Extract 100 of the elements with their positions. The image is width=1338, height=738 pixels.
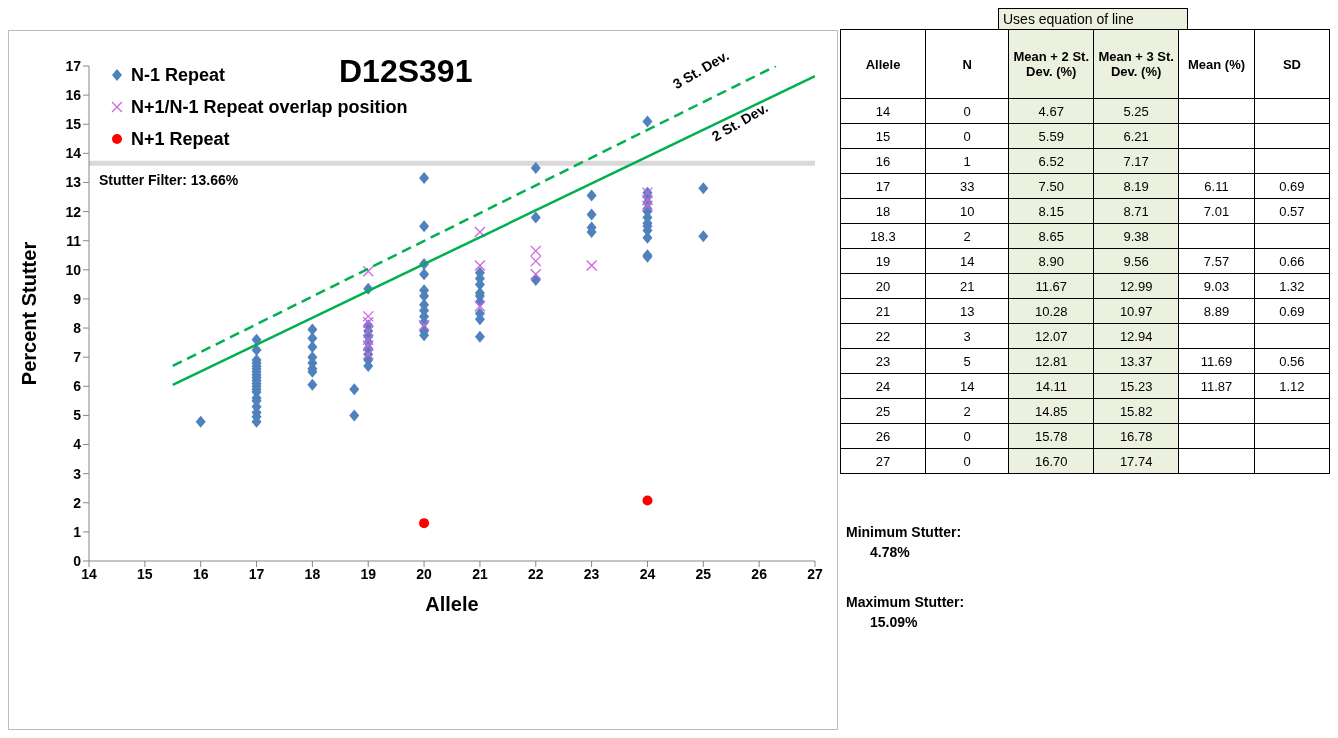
y-tick-label: 13 xyxy=(65,174,82,191)
y-tick-label: 6 xyxy=(73,378,82,395)
y-tick-label: 11 xyxy=(66,232,82,249)
y-tick-label: 1 xyxy=(73,523,82,540)
x-tick-label: 26 xyxy=(751,565,768,582)
text: 15 xyxy=(875,128,891,144)
text: 6.11 xyxy=(1204,178,1229,194)
text: 26 xyxy=(875,428,891,444)
point xyxy=(474,300,486,312)
x-tick-label: 22 xyxy=(527,565,544,582)
point xyxy=(585,259,598,272)
text: 9.56 xyxy=(1123,253,1149,269)
text: 14 xyxy=(875,103,891,119)
text: 18.3 xyxy=(870,228,896,244)
point xyxy=(642,495,653,506)
text: 25 xyxy=(875,403,891,419)
text: 0.69 xyxy=(1279,178,1305,194)
text: 17.74 xyxy=(1119,453,1153,469)
text: 8.15 xyxy=(1038,203,1064,219)
text: 8.71 xyxy=(1123,203,1149,219)
x-axis-title: Allele xyxy=(425,593,479,615)
x-tick-label: 17 xyxy=(248,565,265,582)
text: 14 xyxy=(959,378,975,394)
text: 7.57 xyxy=(1203,253,1230,269)
category-label: Mean (%) xyxy=(1178,29,1255,99)
text: 1.32 xyxy=(1279,278,1305,294)
point xyxy=(474,226,486,238)
point xyxy=(530,255,542,267)
text: 0.56 xyxy=(1279,353,1305,369)
text: 0 xyxy=(963,453,971,469)
text: 3 xyxy=(963,328,971,344)
y-tick-label: 16 xyxy=(65,87,82,104)
text: 4.67 xyxy=(1038,103,1064,119)
text: 6.21 xyxy=(1123,128,1149,144)
text: 2 xyxy=(963,403,971,419)
x-tick-label: 21 xyxy=(472,565,488,582)
text: 16 xyxy=(875,153,891,169)
point xyxy=(474,259,486,272)
text: 7.01 xyxy=(1203,203,1230,219)
text: 4.78% xyxy=(870,544,911,560)
x-tick-label: 23 xyxy=(583,565,600,582)
text: Maximum Stutter: xyxy=(846,594,966,610)
text: 11.69 xyxy=(1200,353,1233,369)
text: 22 xyxy=(875,328,891,344)
y-tick-label: 9 xyxy=(73,290,82,307)
y-tick-label: 0 xyxy=(73,552,82,569)
point xyxy=(530,268,542,280)
text: 13.37 xyxy=(1119,353,1153,369)
text: 2 xyxy=(963,228,971,244)
text: 7.50 xyxy=(1038,178,1064,194)
x-tick-label: 15 xyxy=(137,565,153,582)
text: 3 St. Dev. xyxy=(669,47,732,93)
y-tick-label: 15 xyxy=(65,116,82,133)
y-tick-label: 12 xyxy=(65,203,82,220)
category-label: SD xyxy=(1254,29,1330,99)
text: 0 xyxy=(963,128,971,144)
x-tick-label: 27 xyxy=(807,565,823,582)
chart-title: D12S391 xyxy=(339,53,473,90)
text: 33 xyxy=(959,178,975,194)
text: 11.67 xyxy=(1035,278,1068,294)
text: 19 xyxy=(875,253,891,269)
x-tick-label: 24 xyxy=(639,565,656,582)
text: 23 xyxy=(875,353,891,369)
text: 11.87 xyxy=(1200,378,1233,394)
text: 14.85 xyxy=(1034,403,1068,419)
text: 21 xyxy=(959,278,975,294)
text: 0 xyxy=(963,428,971,444)
text: 12.81 xyxy=(1034,353,1068,369)
text: 5.59 xyxy=(1038,128,1064,144)
text: 16.70 xyxy=(1034,453,1068,469)
y-tick-label: 3 xyxy=(73,465,82,482)
text: 15.78 xyxy=(1034,428,1068,444)
text: 1 xyxy=(963,153,971,169)
text: Minimum Stutter: xyxy=(846,524,963,540)
y-axis-title: Percent Stutter xyxy=(18,241,41,386)
category-label: Mean + 2 St. Dev. (%) xyxy=(1008,29,1094,99)
y-tick-label: 14 xyxy=(65,145,82,162)
text: 0 xyxy=(963,103,971,119)
text: 5.25 xyxy=(1123,103,1149,119)
point xyxy=(362,310,374,323)
point xyxy=(362,316,374,328)
text: 2 St. Dev. xyxy=(708,99,771,145)
text: 21 xyxy=(875,303,891,319)
text: 24 xyxy=(875,378,891,394)
y-tick-label: 7 xyxy=(73,349,82,366)
text: 0.57 xyxy=(1279,203,1305,219)
text: 17 xyxy=(875,178,891,194)
text: 16.78 xyxy=(1119,428,1153,444)
text: 12.07 xyxy=(1034,328,1068,344)
text: 10.28 xyxy=(1034,303,1068,319)
text: 8.90 xyxy=(1038,253,1064,269)
legend-label: N+1/N-1 Repeat overlap position xyxy=(131,96,408,118)
y-tick-label: 8 xyxy=(73,320,82,337)
x-tick-label: 18 xyxy=(304,565,321,582)
text: 1.12 xyxy=(1279,378,1305,394)
y-tick-label: 5 xyxy=(73,407,82,424)
category-label: Mean + 3 St. Dev. (%) xyxy=(1093,29,1179,99)
text: 9.38 xyxy=(1123,228,1149,244)
text: 5 xyxy=(963,353,971,369)
text: 10 xyxy=(959,203,975,219)
